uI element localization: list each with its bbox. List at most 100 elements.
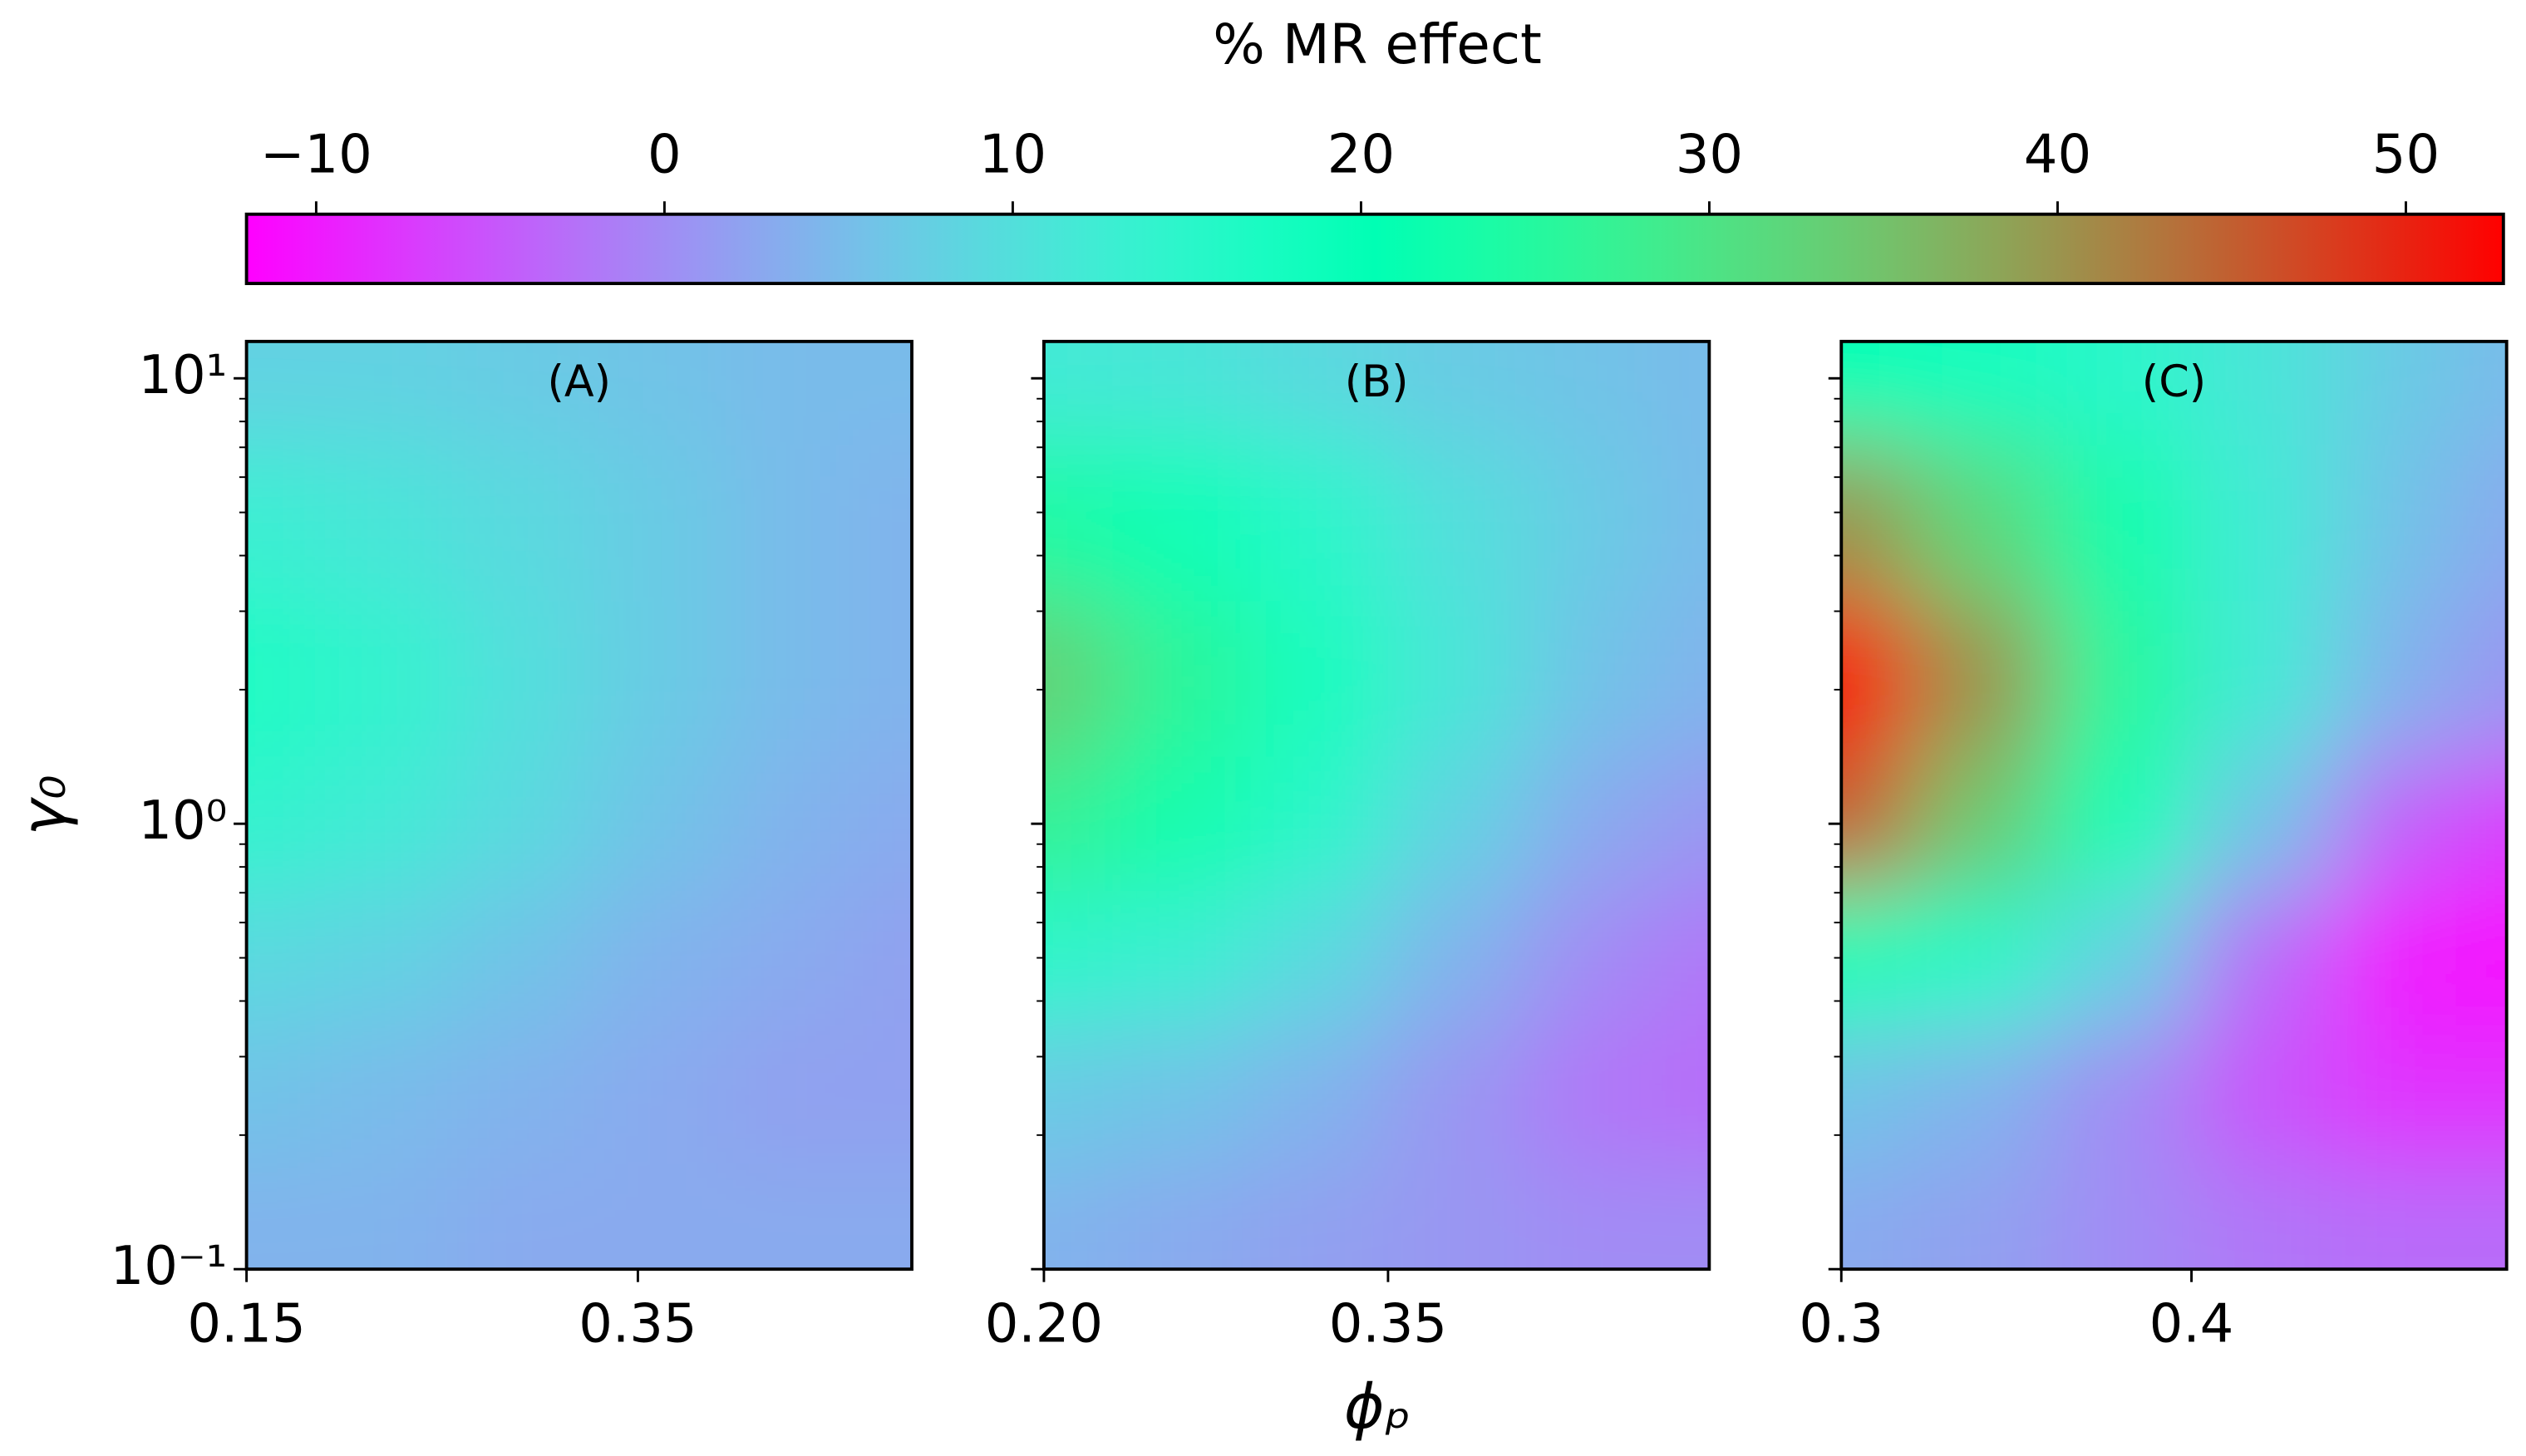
colorbar-tick-label: 50: [2372, 125, 2440, 186]
heatmap-cell: [1841, 1163, 1913, 1270]
x-tick-label: 0.15: [187, 1294, 305, 1355]
x-tick-label: 0.35: [579, 1294, 697, 1355]
heatmap-cell: [1841, 445, 1913, 603]
heatmap-cell: [588, 1025, 728, 1165]
heatmap-cell: [451, 341, 591, 447]
heatmap-cell: [1387, 445, 1528, 603]
heatmap-cell: [1525, 756, 1654, 893]
heatmap-cell: [2051, 1163, 2194, 1270]
heatmap-cell: [726, 601, 855, 759]
heatmap-cell: [2051, 890, 2194, 1027]
colorbar-label: % MR effect: [1213, 12, 1542, 76]
heatmap-cell: [2051, 756, 2194, 893]
heatmap-cell: [1250, 1163, 1390, 1270]
heatmap-cell: [1043, 1025, 1115, 1165]
heatmap-cell: [1525, 445, 1654, 603]
heatmap-cell: [1841, 1025, 1913, 1165]
panel-title: (C): [2142, 357, 2206, 407]
heatmap-cell: [2454, 601, 2507, 759]
heatmap-cell: [314, 1025, 454, 1165]
x-tick-label: 0.3: [1799, 1294, 1883, 1355]
heatmap-cell: [1387, 890, 1528, 1027]
heatmap-cell: [314, 890, 454, 1027]
heatmap-cell: [853, 756, 913, 893]
heatmap-cell: [1387, 1163, 1528, 1270]
heatmap-cell: [1387, 756, 1528, 893]
heatmap-cells: [246, 341, 913, 1270]
heatmap-cell: [1043, 756, 1115, 893]
heatmap-cell: [1652, 445, 1710, 603]
heatmap-cell: [1525, 890, 1654, 1027]
heatmap-cell: [1525, 1163, 1654, 1270]
heatmap-cell: [1911, 341, 2053, 447]
heatmap-cell: [2051, 445, 2194, 603]
heatmap-cell: [726, 890, 855, 1027]
heatmap-cell: [451, 601, 591, 759]
heatmap-cell: [1112, 1163, 1253, 1270]
colorbar: [244, 212, 2505, 286]
heatmap-cell: [314, 1163, 454, 1270]
heatmap-cell: [246, 601, 317, 759]
heatmap-cell: [1525, 1025, 1654, 1165]
heatmap-cell: [1652, 601, 1710, 759]
heatmap-cell: [1841, 341, 1913, 447]
heatmap-cell: [2454, 341, 2507, 447]
heatmap-cell: [1652, 756, 1710, 893]
heatmap-cell: [246, 1025, 317, 1165]
heatmap-cell: [588, 601, 728, 759]
heatmap-cell: [2191, 1163, 2333, 1270]
heatmap-cell: [314, 601, 454, 759]
heatmap-cell: [2454, 1025, 2507, 1165]
x-tick-label: 0.35: [1329, 1294, 1447, 1355]
heatmap-cell: [246, 1163, 317, 1270]
heatmap-cell: [853, 1163, 913, 1270]
heatmap-cell: [2332, 601, 2456, 759]
heatmap-cell: [451, 1025, 591, 1165]
heatmap-cell: [1841, 890, 1913, 1027]
heatmap-cell: [246, 890, 317, 1027]
heatmap-cell: [1652, 341, 1710, 447]
panel-frame: [1839, 339, 2509, 1272]
heatmap-cell: [588, 341, 728, 447]
heatmap-cell: [314, 445, 454, 603]
heatmap-cell: [726, 756, 855, 893]
heatmap-cell: [2454, 890, 2507, 1027]
colorbar-tick-label: −10: [260, 125, 372, 186]
heatmap-cell: [2051, 341, 2194, 447]
heatmap-cell: [1387, 341, 1528, 447]
heatmap-cell: [451, 1163, 591, 1270]
heatmap-cell: [1911, 890, 2053, 1027]
y-axis-label: γ₀: [9, 775, 80, 835]
heatmap-cell: [314, 341, 454, 447]
heatmap-cell: [1911, 756, 2053, 893]
heatmap-cell: [726, 1025, 855, 1165]
heatmap-cell: [2332, 890, 2456, 1027]
heatmap-cell: [1525, 341, 1654, 447]
heatmap-cell: [1112, 341, 1253, 447]
colorbar-tick-label: 0: [648, 125, 682, 186]
y-tick-label: 10⁻¹: [111, 1236, 228, 1297]
heatmap-cells: [1043, 341, 1710, 1270]
heatmap-cell: [1112, 1025, 1253, 1165]
heatmap-cell: [2191, 445, 2333, 603]
heatmap: [246, 341, 913, 1270]
heatmap-cell: [1911, 1025, 2053, 1165]
heatmap-cell: [1043, 341, 1115, 447]
heatmap-cell: [1652, 1163, 1710, 1270]
heatmap-cell: [1911, 445, 2053, 603]
heatmap-cell: [2454, 756, 2507, 893]
heatmap-cell: [2191, 756, 2333, 893]
heatmap-cell: [1652, 890, 1710, 1027]
heatmap-cell: [1043, 445, 1115, 603]
heatmap-cell: [1387, 1025, 1528, 1165]
panel-title: (A): [547, 357, 611, 407]
heatmap-cell: [1112, 601, 1253, 759]
heatmap-cell: [246, 341, 317, 447]
colorbar-tick-label: 20: [1327, 125, 1395, 186]
x-tick-label: 0.4: [2149, 1294, 2234, 1355]
heatmap-cell: [246, 756, 317, 893]
heatmap-cell: [1387, 601, 1528, 759]
heatmap-cell: [2454, 1163, 2507, 1270]
heatmap-cell: [1112, 756, 1253, 893]
